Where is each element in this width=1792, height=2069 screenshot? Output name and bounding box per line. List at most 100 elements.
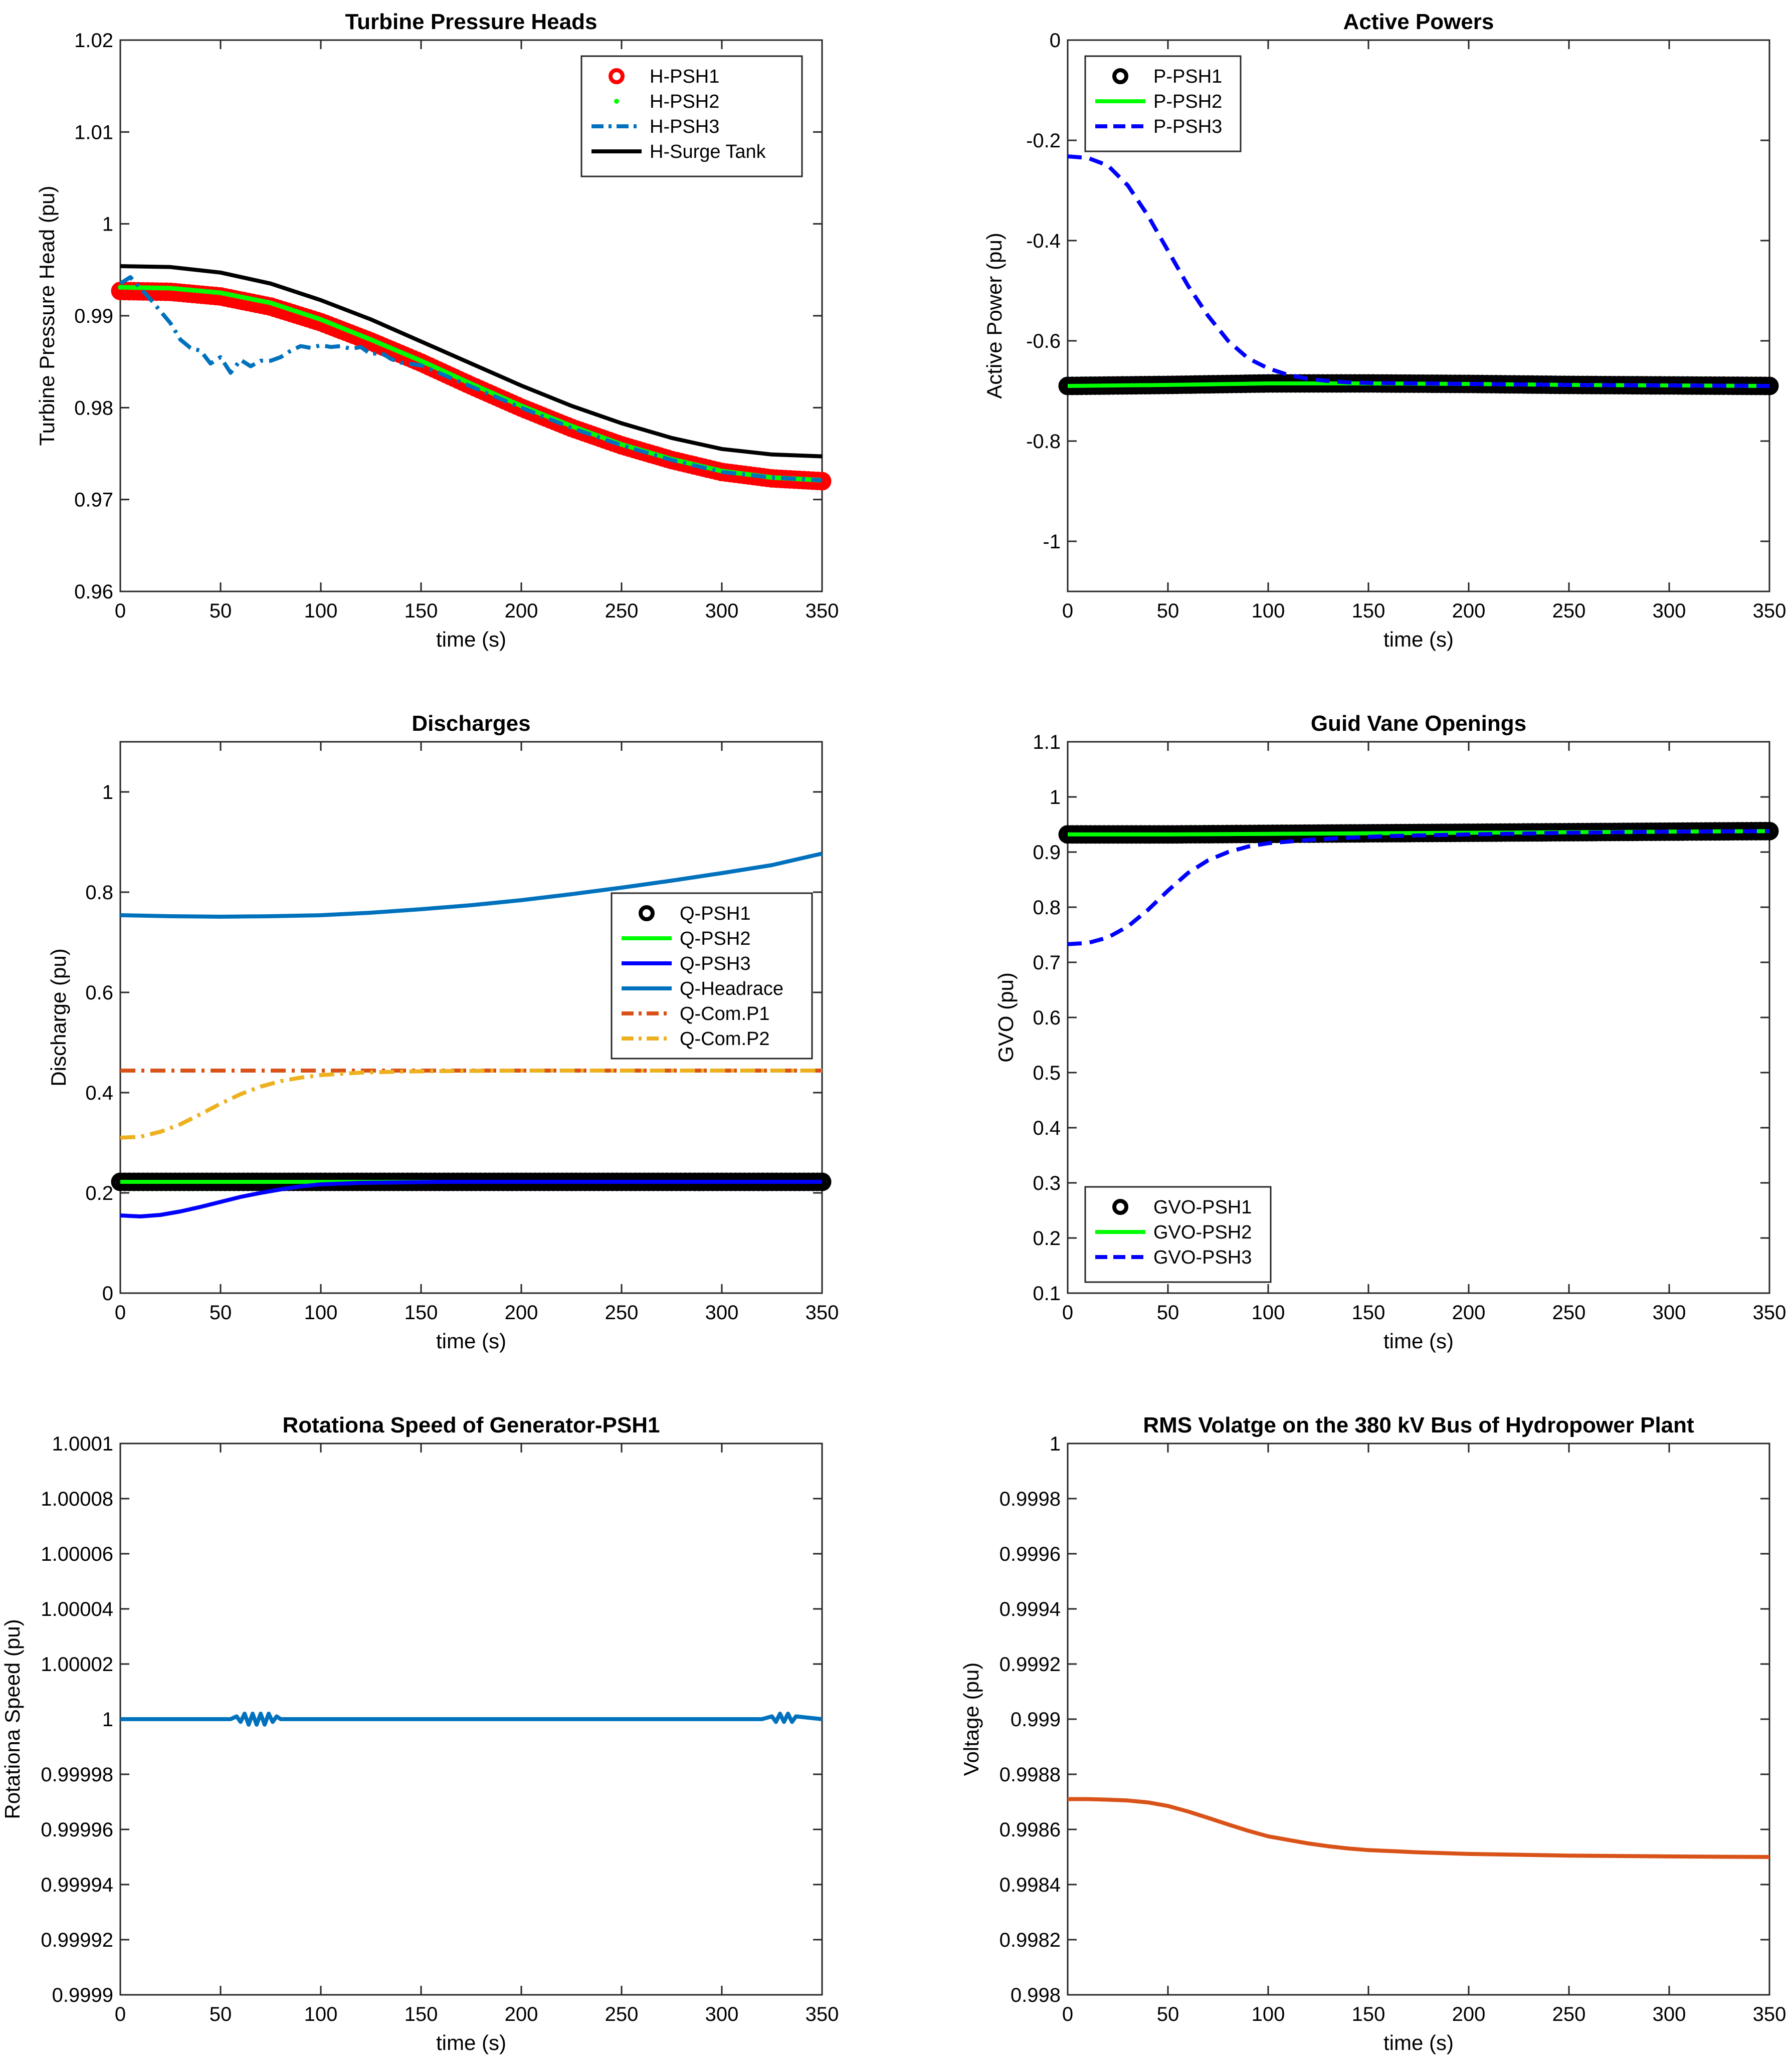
legend-swatch (639, 905, 655, 921)
x-tick-label: 300 (705, 1302, 739, 1324)
x-tick-label: 350 (806, 2003, 839, 2025)
legend-swatch (609, 68, 625, 84)
x-tick-label: 300 (1653, 600, 1686, 622)
y-tick-label: 0.9996 (1000, 1543, 1061, 1565)
chart-title: Active Powers (1343, 10, 1494, 34)
x-tick-label: 250 (1552, 2003, 1586, 2025)
legend-entry: H-PSH1 (650, 66, 719, 87)
x-tick-label: 50 (1157, 1302, 1179, 1324)
y-tick-label: -1 (1043, 531, 1061, 553)
x-tick-label: 350 (806, 600, 839, 622)
y-tick-label: 0.9982 (1000, 1929, 1061, 1951)
legend-entry: Q-PSH2 (680, 928, 750, 949)
x-axis-label: time (s) (1383, 1329, 1454, 1353)
series-line-h-psh3 (119, 275, 823, 483)
y-tick-label: -0.6 (1026, 330, 1061, 352)
y-tick-label: 1 (1050, 786, 1061, 808)
y-tick-label: 0.3 (1033, 1172, 1061, 1194)
x-axis-label: time (s) (1383, 628, 1454, 651)
legend-entry: GVO-PSH2 (1153, 1222, 1252, 1243)
series-line-h-surge-tank (120, 264, 823, 459)
y-tick-label: 0 (1050, 30, 1061, 52)
y-tick-label: 0.9 (1033, 842, 1061, 864)
chart-panel-0: Turbine Pressure Heads 0 50 100 150 200 250 300… (35, 10, 839, 651)
x-tick-label: 0 (115, 1302, 126, 1324)
x-tick-label: 150 (405, 1302, 438, 1324)
y-tick-label: 0.9994 (1000, 1598, 1061, 1620)
y-axis-label: Active Power (pu) (982, 233, 1006, 398)
y-tick-label: 0.7 (1033, 952, 1061, 974)
x-tick-label: 250 (605, 2003, 639, 2025)
x-tick-label: 250 (1552, 1302, 1586, 1324)
chart-title: Turbine Pressure Heads (345, 10, 598, 34)
y-tick-label: 1 (1050, 1433, 1061, 1455)
chart-panel-5: RMS Volatge on the 380 kV Bus of Hydropo… (959, 1413, 1786, 2054)
y-tick-label: 0.1 (1033, 1283, 1061, 1305)
chart-title: RMS Volatge on the 380 kV Bus of Hydropo… (1143, 1413, 1694, 1437)
chart-title: Guid Vane Openings (1311, 711, 1526, 736)
y-tick-label: 0.9988 (1000, 1764, 1061, 1786)
legend-entry: P-PSH1 (1153, 66, 1222, 87)
y-axis-label: GVO (pu) (994, 972, 1018, 1063)
series-line-speed-psh1 (120, 1712, 823, 1727)
y-tick-label: -0.2 (1026, 130, 1061, 152)
x-tick-label: 100 (1252, 1302, 1285, 1324)
x-axis-label: time (s) (436, 628, 506, 651)
x-tick-label: 300 (1653, 1302, 1686, 1324)
y-tick-label: 0.9984 (1000, 1874, 1061, 1896)
legend-entry: P-PSH2 (1153, 91, 1222, 112)
legend-entry: P-PSH3 (1153, 116, 1222, 137)
y-tick-label: 0.96 (74, 581, 113, 603)
y-tick-label: 0.99992 (41, 1929, 113, 1951)
y-tick-label: 0 (102, 1283, 113, 1305)
x-axis-label: time (s) (436, 2031, 506, 2054)
x-tick-label: 200 (505, 600, 538, 622)
plot-area-frame (1067, 1442, 1770, 1996)
legend-box (1084, 55, 1242, 152)
x-tick-label: 100 (304, 2003, 338, 2025)
x-tick-label: 250 (605, 600, 639, 622)
chart-panel-2: Discharges 0 50 100 150 200 250 300 350 0 0.2 0.4 0.… (47, 711, 839, 1353)
y-tick-label: 0.99996 (41, 1819, 113, 1841)
x-tick-label: 300 (705, 2003, 739, 2025)
y-tick-label: 1.01 (74, 121, 113, 143)
series-group (120, 1712, 823, 1727)
x-tick-label: 50 (1157, 600, 1179, 622)
series-group (1058, 821, 1779, 946)
legend-entry: Q-PSH1 (680, 903, 750, 924)
y-tick-label: 0.99 (74, 305, 113, 327)
y-tick-label: -0.8 (1026, 431, 1061, 453)
y-tick-label: 0.98 (74, 397, 113, 419)
y-axis-label: Voltage (pu) (959, 1663, 983, 1776)
y-tick-label: 0.2 (85, 1182, 113, 1204)
chart-title: Discharges (412, 711, 530, 736)
x-axis-label: time (s) (1383, 2031, 1454, 2054)
legend-entry: GVO-PSH3 (1153, 1247, 1252, 1268)
y-tick-label: 0.6 (1033, 1007, 1061, 1029)
x-tick-label: 150 (405, 2003, 438, 2025)
legend: H-PSH1 H-PSH2 H-PSH3 H-Surge Tank (580, 55, 803, 177)
series-group (111, 264, 832, 491)
legend: GVO-PSH1 GVO-PSH2 GVO-PSH3 (1084, 1186, 1272, 1283)
x-tick-label: 0 (1062, 600, 1073, 622)
y-tick-label: 0.4 (85, 1082, 113, 1104)
x-tick-label: 0 (1062, 2003, 1073, 2025)
series-line-q-com-p2 (120, 1069, 822, 1140)
chart-title: Rotationa Speed of Generator-PSH1 (282, 1413, 660, 1437)
y-tick-label: 0.8 (85, 882, 113, 904)
series-line-p-psh3 (1067, 154, 1770, 388)
series-line-p-psh2 (1067, 381, 1770, 388)
series-line-q-headrace (120, 852, 823, 919)
legend-entry: H-Surge Tank (650, 141, 766, 162)
legend-entry: H-PSH2 (650, 91, 719, 112)
series-line-gvo-psh3 (1067, 829, 1770, 946)
legend-swatch (1112, 68, 1128, 84)
x-tick-label: 100 (1252, 600, 1285, 622)
legend-entry: H-PSH3 (650, 116, 719, 137)
x-tick-label: 150 (1352, 1302, 1385, 1324)
x-tick-label: 200 (1452, 600, 1486, 622)
y-axis-label: Discharge (pu) (47, 948, 70, 1086)
x-tick-label: 350 (1753, 1302, 1786, 1324)
y-axis-label: Rotationa Speed (pu) (1, 1619, 24, 1819)
